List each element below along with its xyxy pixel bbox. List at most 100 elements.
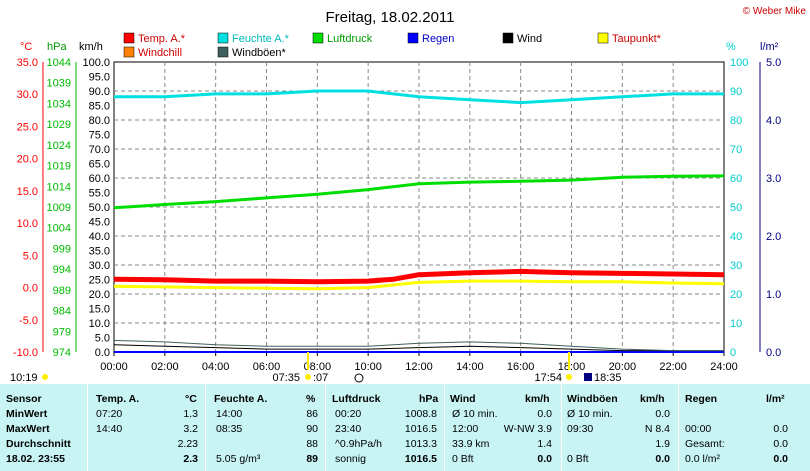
table-cell-hum: 88	[306, 438, 318, 450]
wind-tick-label: 70.0	[89, 144, 110, 156]
pressure-tick-label: 1004	[47, 223, 71, 235]
x-tick-label: 18:00	[558, 361, 586, 373]
table-cell-press_time: sonnig	[335, 453, 366, 465]
temp-tick-label: 10.0	[17, 218, 38, 230]
legend-label: Feuchte A.*	[232, 33, 290, 45]
sunrise-icon	[305, 374, 311, 380]
table-cell-gust_b: 1.9	[655, 438, 670, 450]
table-cell-temp: 1.3	[183, 408, 198, 420]
pressure-tick-label: 1014	[47, 181, 71, 193]
pressure-tick-label: 1019	[47, 161, 71, 173]
summary-table: Sensor Temp. A. °C Feuchte A. % Luftdruc…	[0, 384, 810, 471]
series-line	[113, 279, 725, 291]
wind-tick-label: 60.0	[89, 173, 110, 185]
table-cell-rain_a: Gesamt:	[685, 438, 725, 450]
wind-tick-label: 75.0	[89, 130, 110, 142]
header-temp: Temp. A.	[96, 393, 140, 405]
series-line	[114, 89, 724, 105]
table-cell-label: MaxWert	[6, 423, 50, 435]
wind-tick-label: 50.0	[89, 202, 110, 214]
temp-tick-label: -5.0	[19, 315, 38, 327]
wind-tick-label: 20.0	[89, 289, 110, 301]
table-cell-label: 18.02. 23:55	[6, 453, 65, 465]
pressure-tick-label: 1034	[47, 98, 71, 110]
pressure-tick-label: 979	[53, 326, 71, 338]
pressure-tick-label: 1009	[47, 202, 71, 214]
table-cell-wind_b: 1.4	[537, 438, 552, 450]
temp-tick-label: 15.0	[17, 186, 38, 198]
humidity-tick-label: 90	[730, 86, 742, 98]
moon-icon	[584, 373, 592, 381]
table-cell-press: 1016.5	[404, 423, 437, 435]
table-cell-rain_a: 0.0 l/m²	[685, 453, 721, 465]
table-cell-hum_time: 14:00	[216, 408, 243, 420]
wind-tick-label: 35.0	[89, 246, 110, 258]
series-line	[113, 339, 724, 352]
pressure-tick-label: 989	[53, 285, 71, 297]
wind-tick-label: 65.0	[89, 159, 110, 171]
wind-tick-label: 55.0	[89, 188, 110, 200]
table-cell-press: 1008.8	[404, 408, 437, 420]
sunset-icon	[566, 374, 572, 380]
header-sensor: Sensor	[6, 393, 42, 405]
header-gust: Windböen	[567, 393, 618, 405]
legend-label: Temp. A.*	[138, 33, 186, 45]
legend-label: Luftdruck	[327, 33, 373, 45]
table-cell-temp_time: 07:20	[96, 408, 123, 420]
humidity-tick-label: 0	[730, 347, 736, 359]
wind-tick-label: 15.0	[89, 304, 110, 316]
x-tick-label: 16:00	[507, 361, 535, 373]
header-pressure: Luftdruck	[332, 393, 381, 405]
table-cell-temp_time: 14:40	[96, 423, 123, 435]
pressure-tick-label: 984	[53, 306, 71, 318]
rain-tick-label: 5.0	[766, 57, 781, 69]
humidity-tick-label: 60	[730, 173, 742, 185]
legend-swatch	[217, 46, 229, 58]
left-axis-pressure-unit: hPa	[47, 41, 67, 53]
header-humidity: Feuchte A.	[214, 393, 268, 405]
legend-swatch	[407, 32, 419, 44]
table-cell-gust_a: 09:30	[567, 423, 594, 435]
table-cell-gust_b: 0.0	[655, 453, 670, 465]
wind-tick-label: 5.0	[95, 333, 110, 345]
legend-swatch	[123, 46, 135, 58]
left-axis-temp-unit: °C	[20, 41, 32, 53]
legend-label: Regen	[422, 33, 454, 45]
legend-swatch	[217, 32, 229, 44]
pressure-tick-label: 999	[53, 243, 71, 255]
table-cell-hum: 90	[306, 423, 318, 435]
x-tick-label: 02:00	[151, 361, 179, 373]
table-cell-hum: 86	[306, 408, 318, 420]
temp-tick-label: 5.0	[23, 250, 38, 262]
grid	[114, 62, 724, 352]
table-cell-press: 1013.3	[404, 438, 437, 450]
legend: Temp. A.* Feuchte A.* Luftdruck Regen Wind Ta…	[123, 32, 662, 59]
table-cell-gust_a: Ø 10 min.	[567, 408, 613, 420]
rain-tick-label: 2.0	[766, 231, 781, 243]
x-tick-label: 10:00	[354, 361, 382, 373]
table-cell-temp: 2.23	[177, 438, 198, 450]
wind-tick-label: 80.0	[89, 115, 110, 127]
pressure-tick-label: 1029	[47, 119, 71, 131]
table-cell-hum: 89	[306, 453, 318, 465]
header-humidity-unit: %	[306, 393, 316, 405]
temp-tick-label: 30.0	[17, 89, 38, 101]
table-cell-wind_b: 0.0	[537, 453, 552, 465]
x-tick-label: 00:00	[100, 361, 128, 373]
rain-tick-label: 1.0	[766, 289, 781, 301]
table-cell-press: 1016.5	[404, 453, 437, 465]
humidity-tick-label: 20	[730, 289, 742, 301]
wind-tick-label: 0.0	[95, 347, 110, 359]
rain-tick-label: 0.0	[766, 347, 781, 359]
table-cell-rain_b: 0.0	[773, 438, 788, 450]
rain-tick-label: 3.0	[766, 173, 781, 185]
header-rain: Regen	[685, 393, 718, 405]
weather-chart: Freitag, 18.02.2011 © Weber Mike Temp. A…	[10, 6, 806, 384]
table-cell-hum_time: 08:35	[216, 423, 243, 435]
temp-tick-label: 20.0	[17, 154, 38, 166]
noon-icon	[354, 373, 364, 383]
legend-label: Taupunkt*	[612, 33, 662, 45]
table-cell-press_time: 00:20	[335, 408, 362, 420]
wind-tick-label: 40.0	[89, 231, 110, 243]
wind-tick-label: 90.0	[89, 86, 110, 98]
